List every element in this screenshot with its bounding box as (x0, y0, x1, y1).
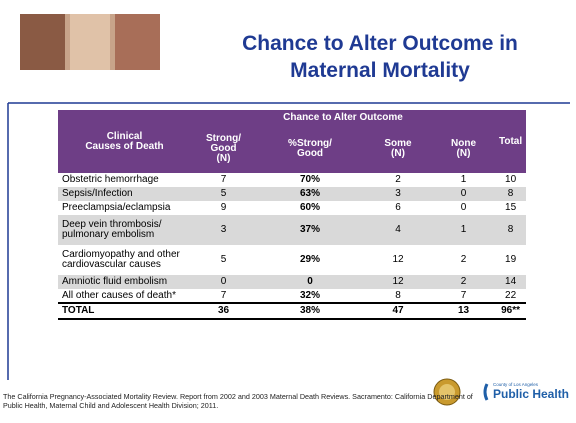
logo-text: Public Health (493, 388, 569, 400)
photo-panel (20, 14, 65, 70)
table-cell: 4 (364, 215, 432, 245)
logo-mark (485, 384, 487, 400)
table-cell: 7 (191, 173, 256, 187)
cell-line: Obstetric hemorrhage (62, 175, 187, 185)
table-cell: 3 (191, 215, 256, 245)
cell-line: Causes of Death (62, 142, 187, 152)
photo-panel (115, 14, 160, 70)
cell-line: Amniotic fluid embolism (62, 277, 187, 287)
table-cell: 0 (191, 275, 256, 289)
table-cell: Deep vein thrombosis/pulmonary embolism (58, 215, 191, 245)
title-line: Chance to Alter Outcome in (190, 30, 570, 57)
slide: Chance to Alter Outcome inMaternal Morta… (0, 0, 576, 423)
table-cell: Obstetric hemorrhage (58, 173, 191, 187)
table-cell: 8 (495, 187, 526, 201)
table-cell: 5 (191, 245, 256, 275)
cell-line: Good (260, 149, 360, 159)
title-line: Maternal Mortality (190, 57, 570, 84)
header-cell: %Strong/Good (256, 125, 364, 173)
cell-line: (N) (436, 149, 491, 159)
table-cell: Amniotic fluid embolism (58, 275, 191, 289)
cell-line: TOTAL (62, 306, 187, 316)
table-cell: 60% (256, 201, 364, 215)
table-cell: Sepsis/Infection (58, 187, 191, 201)
table-cell: 10 (495, 173, 526, 187)
table-cell: 15 (495, 201, 526, 215)
table-cell: All other causes of death* (58, 289, 191, 303)
table-cell: 13 (432, 303, 495, 319)
table-cell: 70% (256, 173, 364, 187)
table-cell: 2 (364, 173, 432, 187)
table-cell: 63% (256, 187, 364, 201)
table-cell: 1 (432, 173, 495, 187)
header-cell: None(N) (432, 125, 495, 173)
table-cell: 0 (432, 187, 495, 201)
cell-line: Sepsis/Infection (62, 189, 187, 199)
table-cell: 14 (495, 275, 526, 289)
table-cell: 7 (432, 289, 495, 303)
table-cell: TOTAL (58, 303, 191, 319)
cell-line: (N) (195, 154, 252, 164)
table-cell: 2 (432, 245, 495, 275)
table-cell: 9 (191, 201, 256, 215)
logo: County of Los Angeles Public Health (493, 382, 569, 400)
table-cell: 3 (364, 187, 432, 201)
cell-line: Preeclampsia/eclampsia (62, 203, 187, 213)
table-cell: 12 (364, 275, 432, 289)
cell-line: cardiovascular causes (62, 260, 187, 270)
table-cell: 12 (364, 245, 432, 275)
table-cell: 7 (191, 289, 256, 303)
table-cell: 96** (495, 303, 526, 319)
table-cell: 19 (495, 245, 526, 275)
group-header: Chance to Alter Outcome (191, 110, 495, 125)
table-cell: 0 (256, 275, 364, 289)
cell-line: (N) (368, 149, 428, 159)
table-cell: 1 (432, 215, 495, 245)
cell-line: Total (499, 137, 522, 147)
table-cell: 6 (364, 201, 432, 215)
table-cell: 5 (191, 187, 256, 201)
cell-line: All other causes of death* (62, 291, 187, 301)
header-cell: Strong/Good(N) (191, 125, 256, 173)
table-cell: 2 (432, 275, 495, 289)
table-cell: Preeclampsia/eclampsia (58, 201, 191, 215)
table-cell: 8 (364, 289, 432, 303)
table-cell: 22 (495, 289, 526, 303)
header-cell: Some(N) (364, 125, 432, 173)
header-cell: Total (495, 110, 526, 173)
table-cell: 32% (256, 289, 364, 303)
table-cell: 8 (495, 215, 526, 245)
cell-line: Clinical (62, 132, 187, 142)
citation: The California Pregnancy-Associated Mort… (3, 392, 473, 410)
table-cell: 36 (191, 303, 256, 319)
table-cell: 38% (256, 303, 364, 319)
table-cell: 29% (256, 245, 364, 275)
cell-line: pulmonary embolism (62, 230, 187, 240)
table-cell: 47 (364, 303, 432, 319)
table-cell: 0 (432, 201, 495, 215)
photo-panel (70, 14, 110, 70)
table-cell: 37% (256, 215, 364, 245)
